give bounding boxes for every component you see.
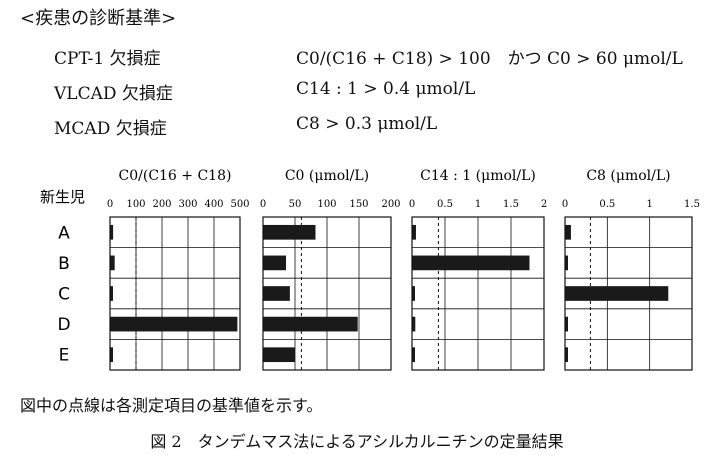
bar xyxy=(263,316,358,332)
criteria-condition: C14 : 1 > 0.4 μmol/L xyxy=(296,79,476,99)
bar xyxy=(110,347,113,363)
tick-label: 200 xyxy=(381,199,400,210)
tick-label: 0 xyxy=(562,199,568,210)
tick-label: 0 xyxy=(260,199,266,210)
category-label: C xyxy=(58,285,70,305)
tick-label: 1 xyxy=(475,199,481,210)
tick-label: 100 xyxy=(317,199,336,210)
tick-label: 400 xyxy=(204,199,223,210)
bar xyxy=(412,316,416,332)
bar xyxy=(565,255,568,271)
criteria-heading: <疾患の診断基準> xyxy=(20,8,177,29)
panel-frame xyxy=(564,216,693,371)
criteria-condition: C8 > 0.3 μmol/L xyxy=(296,114,438,134)
category-label: E xyxy=(59,346,70,366)
tick-label: 1.5 xyxy=(503,199,519,210)
bar xyxy=(263,224,316,240)
category-label: B xyxy=(58,254,70,274)
figure-caption: 図 2 タンデムマス法によるアシルカルニチンの定量結果 xyxy=(150,432,564,451)
bar xyxy=(110,255,115,271)
chart-panel: C14 : 1 (μmol/L) 0 0.5 1 1.5 2 xyxy=(409,168,547,371)
bar xyxy=(263,347,295,363)
bar xyxy=(110,224,114,240)
chart-title: C0/(C16 + C18) xyxy=(119,168,232,184)
tick-label: 2 xyxy=(541,199,547,210)
chart-title: C8 (μmol/L) xyxy=(586,168,670,184)
tick-label: 1 xyxy=(646,199,652,210)
bar xyxy=(263,255,287,271)
tick-label: 0 xyxy=(409,199,415,210)
bar xyxy=(412,224,416,240)
bar xyxy=(263,286,290,301)
bar xyxy=(565,224,571,240)
criteria-disease-name: CPT-1 欠損症 xyxy=(54,49,161,69)
category-label: D xyxy=(57,315,70,335)
tick-label: 0.5 xyxy=(437,199,453,210)
tick-label: 50 xyxy=(289,199,302,210)
category-label: A xyxy=(58,223,70,243)
bar xyxy=(412,286,415,301)
tick-label: 0 xyxy=(107,199,113,210)
chart-panel: C8 (μmol/L) 0 0.5 1 1.5 xyxy=(562,168,700,371)
panel-frame xyxy=(411,216,545,371)
bar xyxy=(565,347,568,363)
tick-label: 200 xyxy=(152,199,171,210)
bar xyxy=(412,255,530,271)
chart-panel: C0 (μmol/L) 0 50 100 150 200 xyxy=(260,168,401,371)
panel-frame xyxy=(262,216,392,371)
tick-label: 100 xyxy=(126,199,145,210)
criteria-disease-name: MCAD 欠損症 xyxy=(54,119,167,139)
tick-label: 1.5 xyxy=(684,199,700,210)
panel-frame xyxy=(109,216,241,371)
bar xyxy=(412,347,415,363)
tick-label: 150 xyxy=(349,199,368,210)
bar xyxy=(565,286,669,301)
tick-label: 0.5 xyxy=(599,199,615,210)
chart-panel: C0/(C16 + C18) 0 100 200 300 400 500 xyxy=(107,168,250,371)
criteria-condition: C0/(C16 + C18) > 100 かつ C0 > 60 μmol/L xyxy=(296,49,683,69)
bar xyxy=(565,316,568,332)
bar xyxy=(110,316,238,332)
footnote: 図中の点線は各測定項目の基準値を示す。 xyxy=(20,396,323,415)
bar xyxy=(110,286,113,301)
newborn-label: 新生児 xyxy=(40,188,85,206)
tick-label: 500 xyxy=(230,199,249,210)
chart-title: C14 : 1 (μmol/L) xyxy=(420,168,536,184)
tick-label: 300 xyxy=(178,199,197,210)
chart-title: C0 (μmol/L) xyxy=(285,168,369,184)
criteria-disease-name: VLCAD 欠損症 xyxy=(54,84,173,104)
